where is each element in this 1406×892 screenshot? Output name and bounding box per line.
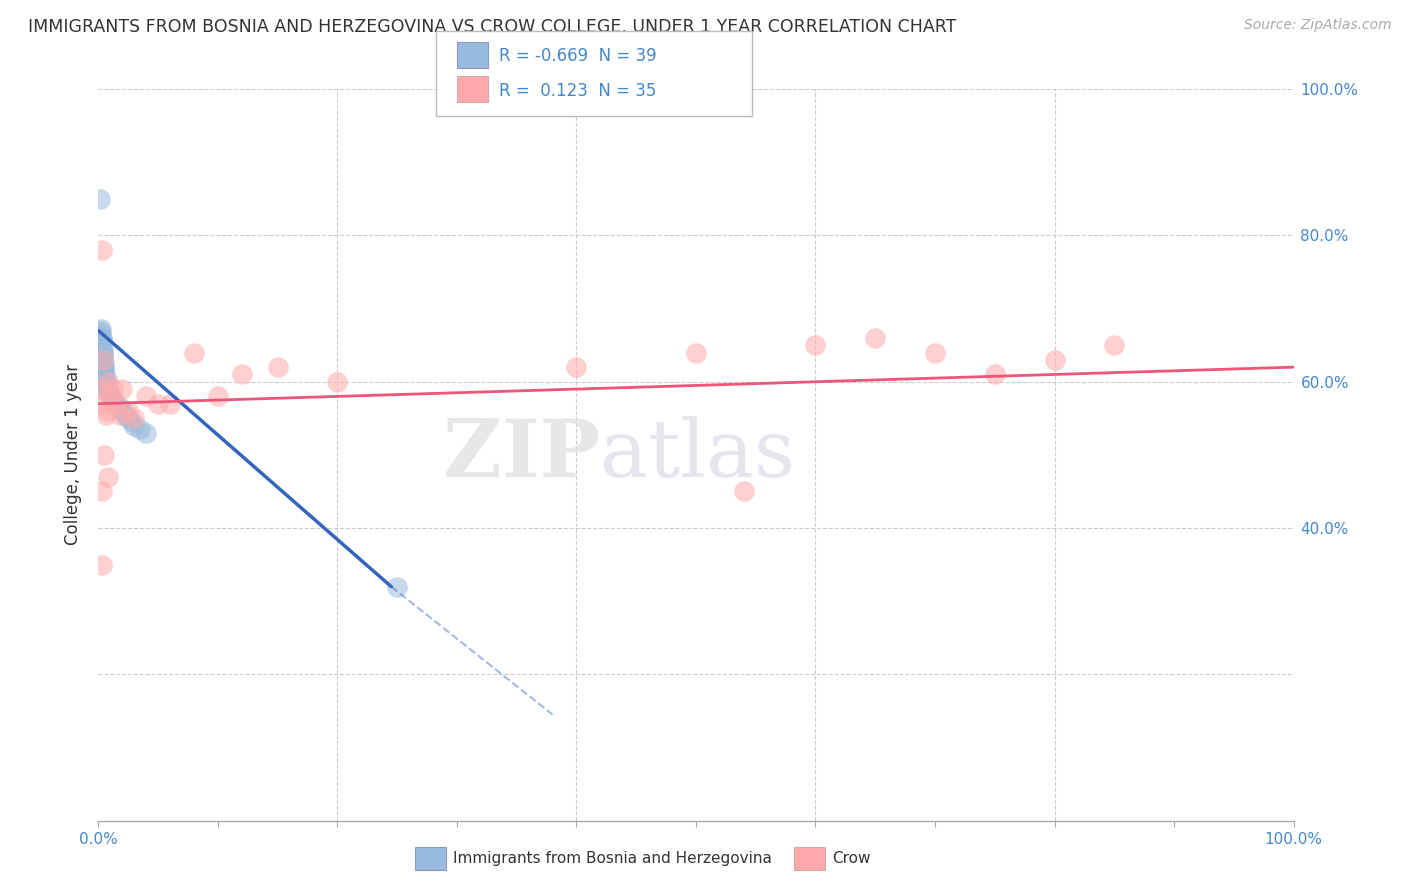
Point bbox=[385, 580, 409, 594]
Point bbox=[97, 384, 120, 398]
Point bbox=[863, 331, 887, 345]
Point bbox=[148, 397, 170, 411]
Point bbox=[91, 342, 114, 356]
Point bbox=[94, 375, 117, 389]
Text: IMMIGRANTS FROM BOSNIA AND HERZEGOVINA VS CROW COLLEGE, UNDER 1 YEAR CORRELATION: IMMIGRANTS FROM BOSNIA AND HERZEGOVINA V… bbox=[28, 18, 956, 36]
Point bbox=[93, 364, 115, 378]
Point bbox=[93, 368, 115, 383]
Text: Immigrants from Bosnia and Herzegovina: Immigrants from Bosnia and Herzegovina bbox=[453, 851, 772, 865]
Point bbox=[93, 366, 115, 380]
Point bbox=[117, 411, 139, 425]
Point bbox=[1043, 352, 1066, 367]
Text: ZIP: ZIP bbox=[443, 416, 600, 494]
Point bbox=[135, 389, 157, 403]
Point bbox=[96, 378, 118, 392]
Point bbox=[91, 347, 114, 361]
Point bbox=[159, 397, 181, 411]
Point bbox=[183, 345, 205, 359]
Point bbox=[91, 334, 114, 349]
Point bbox=[98, 385, 121, 400]
Point bbox=[1102, 338, 1125, 352]
Point bbox=[91, 484, 114, 499]
Text: Source: ZipAtlas.com: Source: ZipAtlas.com bbox=[1244, 18, 1392, 32]
Point bbox=[90, 327, 112, 342]
Point bbox=[91, 332, 114, 346]
Point bbox=[105, 397, 128, 411]
Point bbox=[94, 408, 117, 422]
Point bbox=[108, 408, 131, 422]
Point bbox=[97, 470, 120, 484]
Point bbox=[101, 382, 124, 396]
Y-axis label: College, Under 1 year: College, Under 1 year bbox=[65, 364, 83, 546]
Point bbox=[89, 192, 111, 206]
Point bbox=[98, 389, 122, 403]
Point bbox=[105, 397, 128, 411]
Point bbox=[93, 356, 115, 371]
Point bbox=[108, 401, 131, 415]
Point bbox=[91, 352, 114, 367]
Point bbox=[804, 338, 827, 352]
Point bbox=[91, 352, 114, 367]
Point bbox=[89, 324, 111, 338]
Point bbox=[231, 368, 253, 382]
Text: R =  0.123  N = 35: R = 0.123 N = 35 bbox=[499, 82, 657, 100]
Point bbox=[733, 484, 755, 499]
Point bbox=[114, 408, 136, 422]
Point bbox=[98, 388, 122, 402]
Point bbox=[326, 375, 349, 389]
Point bbox=[90, 382, 112, 396]
Point bbox=[685, 345, 707, 359]
Point bbox=[135, 425, 157, 440]
Point bbox=[91, 338, 114, 352]
Point bbox=[984, 368, 1007, 382]
Point bbox=[93, 448, 115, 462]
Point bbox=[924, 345, 946, 359]
Point bbox=[124, 418, 146, 433]
Point bbox=[93, 397, 115, 411]
Point bbox=[100, 391, 122, 405]
Point bbox=[129, 422, 152, 436]
Point bbox=[111, 404, 134, 418]
Point bbox=[96, 382, 118, 396]
Point bbox=[117, 404, 139, 418]
Point bbox=[121, 415, 143, 429]
Point bbox=[93, 360, 115, 375]
Point bbox=[93, 361, 115, 376]
Point bbox=[207, 389, 229, 403]
Point bbox=[565, 360, 588, 375]
Point bbox=[94, 371, 117, 385]
Point bbox=[91, 345, 114, 359]
Point bbox=[111, 382, 134, 396]
Point bbox=[97, 375, 120, 389]
Text: atlas: atlas bbox=[600, 416, 796, 494]
Point bbox=[101, 393, 124, 408]
Point bbox=[91, 349, 114, 363]
Text: R = -0.669  N = 39: R = -0.669 N = 39 bbox=[499, 47, 657, 65]
Point bbox=[267, 360, 290, 375]
Point bbox=[90, 322, 112, 336]
Point bbox=[91, 558, 114, 572]
Text: Crow: Crow bbox=[832, 851, 870, 865]
Point bbox=[124, 411, 146, 425]
Point bbox=[94, 376, 117, 391]
Point bbox=[96, 404, 118, 418]
Point bbox=[91, 331, 114, 345]
Point bbox=[91, 243, 114, 257]
